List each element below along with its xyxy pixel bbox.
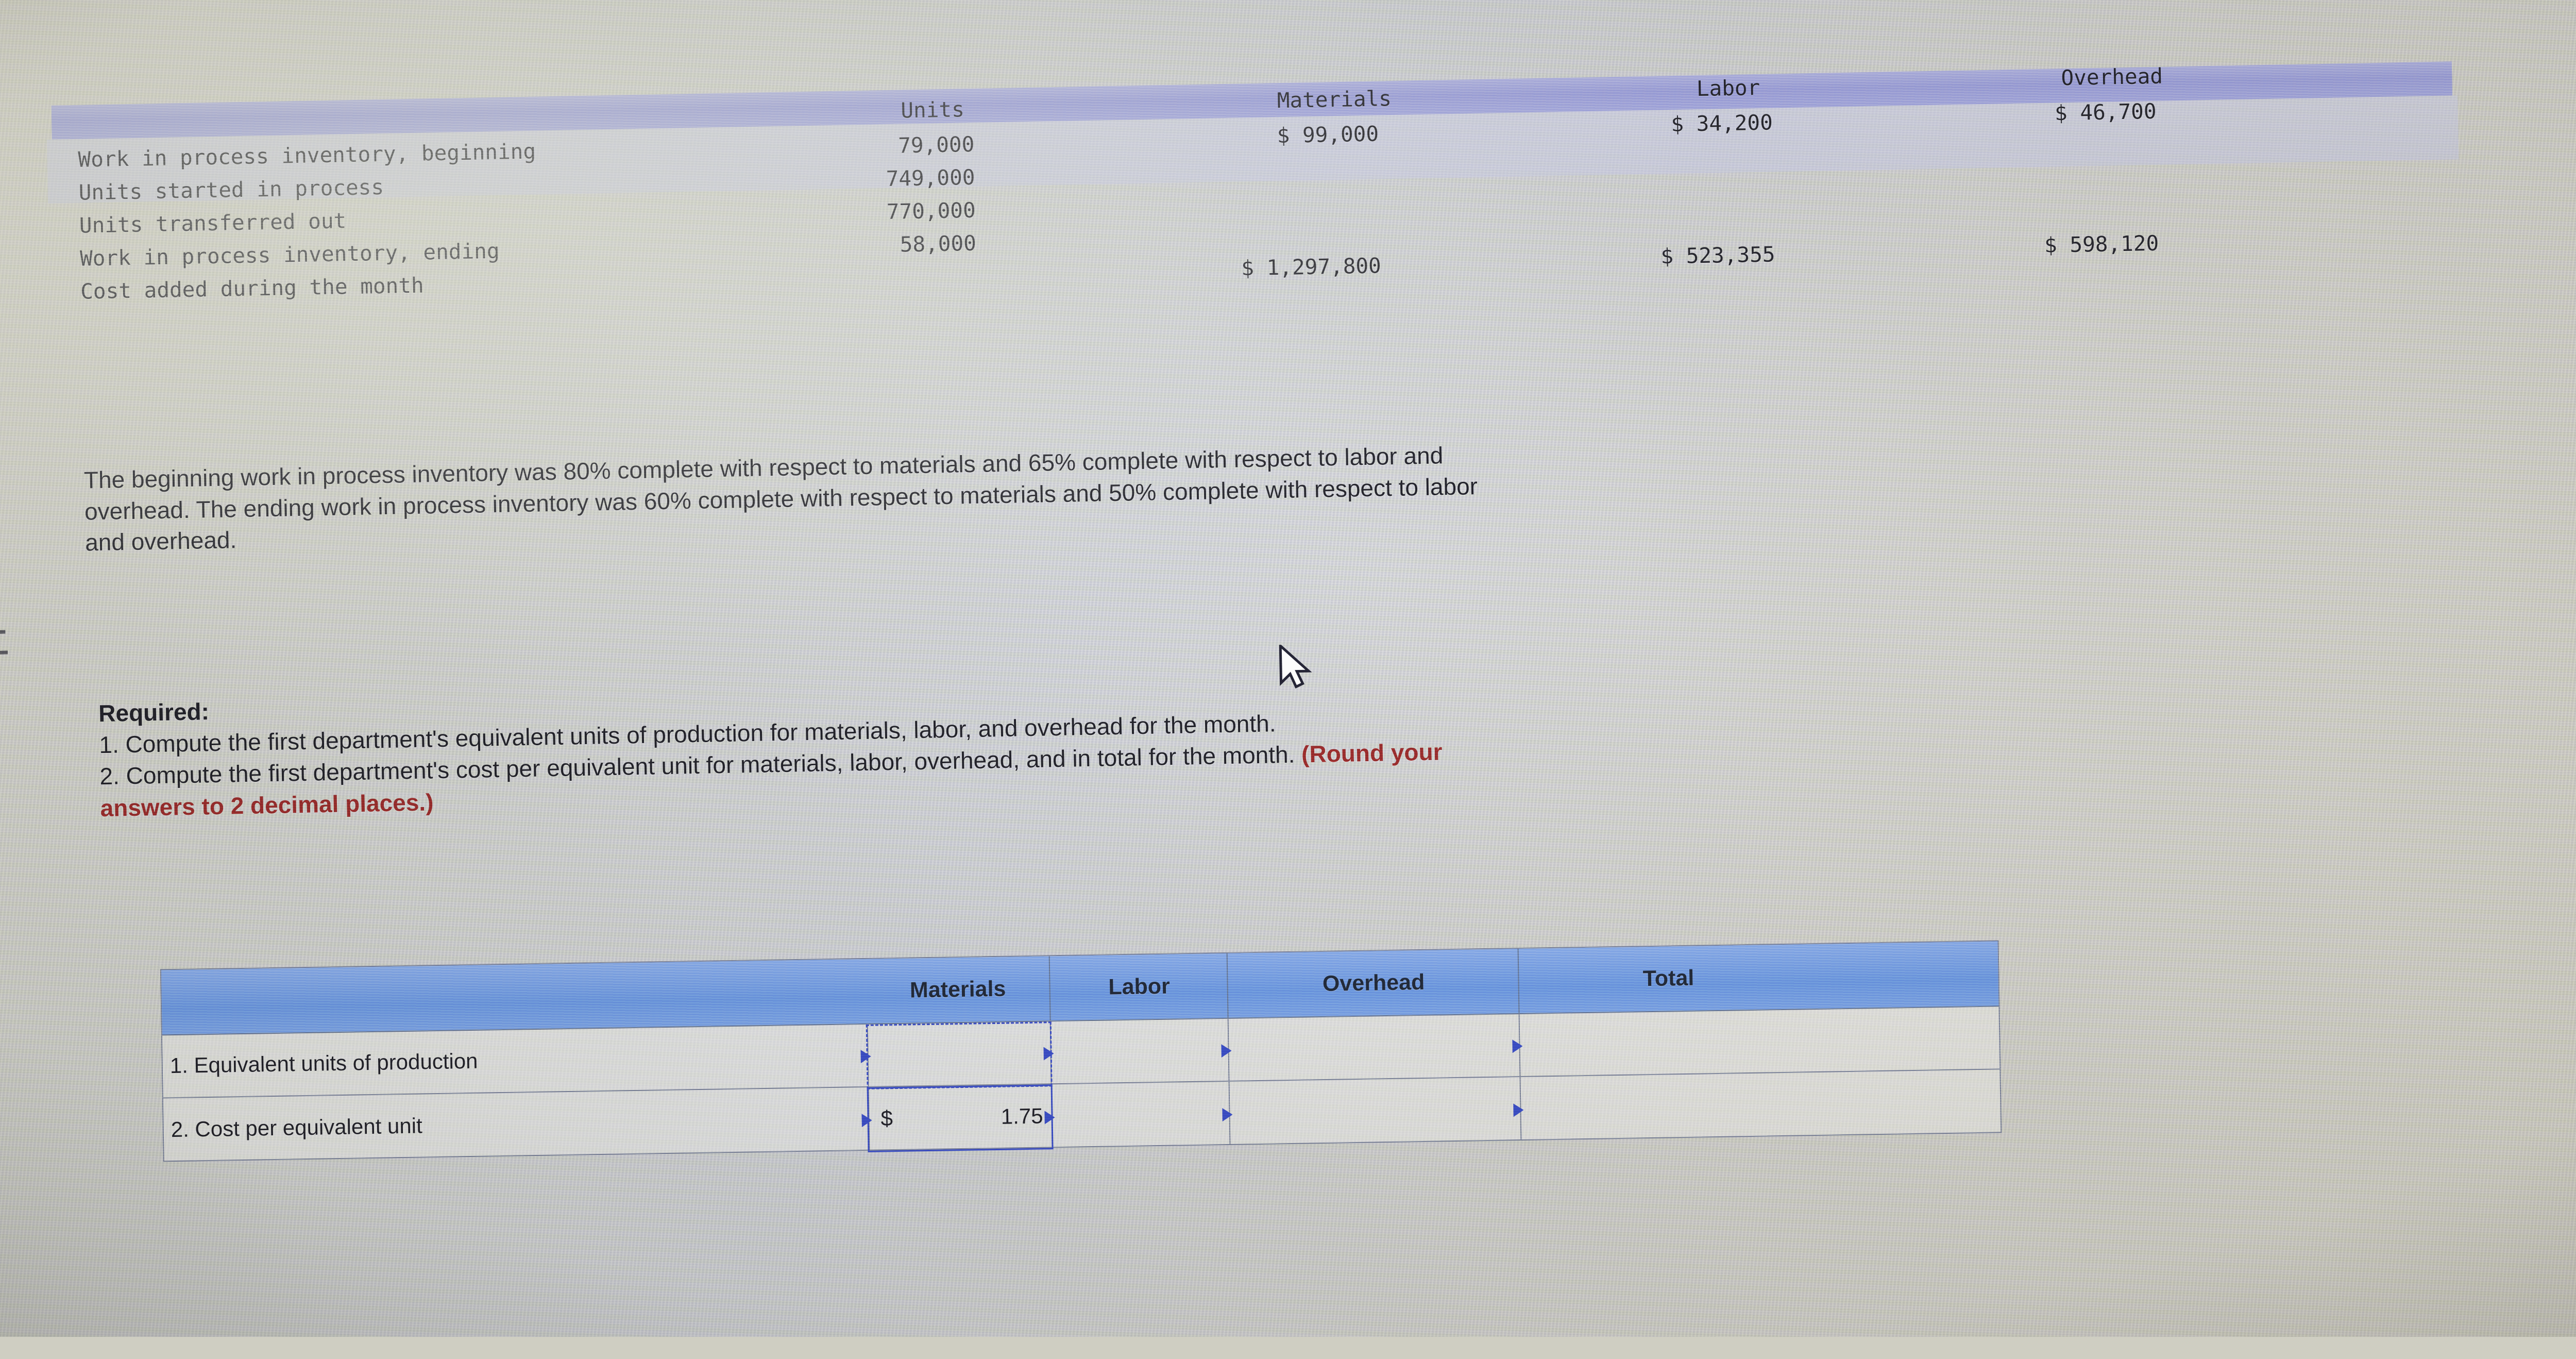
cell-marker-icon [1221,1044,1231,1058]
cell-materials: $ 99,000 [1277,121,1379,148]
cell-marker-icon [1512,1039,1522,1053]
rounding-note-part1: (Round your [1301,739,1443,768]
cell-units: 770,000 [886,198,976,224]
answer-column-header-materials: Materials [866,956,1050,1024]
cell-overhead: $ 46,700 [2055,99,2157,126]
row-label: Cost added during the month [80,273,424,304]
cell-marker-icon [1043,1047,1054,1060]
currency-symbol: $ [880,1106,893,1131]
cell-marker-icon [861,1114,872,1127]
input-cost-per-unit-overhead[interactable] [1229,1077,1522,1145]
edge-artifact [0,650,8,654]
cost-data-table: Units Materials Labor Overhead Work in p… [51,43,2473,427]
cell-overhead: $ 598,120 [2044,231,2159,258]
cell-units: 58,000 [900,231,976,257]
input-equivalent-units-materials[interactable] [867,1020,1052,1086]
row-label: Units started in process [78,175,384,205]
mouse-cursor-icon [1278,644,1315,696]
input-cost-per-unit-materials[interactable]: $ 1.75 [868,1084,1053,1150]
row-label: Units transferred out [79,208,346,238]
answer-row-label-equivalent-units: 1. Equivalent units of production [170,1024,861,1097]
cell-materials: $ 1,297,800 [1241,253,1381,280]
cell-labor: $ 523,355 [1660,242,1775,269]
answer-column-header-total: Total [1518,944,1819,1013]
cost-per-unit-materials-value: 1.75 [1001,1104,1043,1129]
column-header-overhead: Overhead [2029,63,2195,91]
cell-marker-icon [1222,1108,1232,1121]
required-section: Required: 1. Compute the first departmen… [98,649,2576,824]
cell-units: 79,000 [898,132,975,158]
column-header-labor: Labor [1664,75,1793,102]
input-equivalent-units-labor[interactable] [1050,1018,1230,1083]
cell-marker-icon [860,1050,871,1063]
cell-marker-icon [1044,1111,1055,1124]
problem-description: The beginning work in process inventory … [83,417,2576,559]
cell-labor: $ 34,200 [1671,110,1773,137]
answer-column-header-labor: Labor [1049,953,1229,1020]
column-header-materials: Materials [1246,86,1422,113]
input-cost-per-unit-total[interactable] [1519,1072,1820,1140]
answer-column-header-overhead: Overhead [1227,949,1520,1018]
column-header-units: Units [871,96,995,123]
cell-units: 749,000 [886,165,975,191]
input-equivalent-units-overhead[interactable] [1228,1013,1521,1081]
cell-marker-icon [1513,1103,1523,1117]
answer-table[interactable]: Materials Labor Overhead Total 1. Equiva… [160,940,2002,1162]
answer-row-label-cost-per-unit: 2. Cost per equivalent unit [171,1087,862,1161]
input-cost-per-unit-labor[interactable] [1051,1082,1231,1147]
input-equivalent-units-total[interactable] [1519,1009,1820,1076]
edge-artifact [0,630,5,634]
